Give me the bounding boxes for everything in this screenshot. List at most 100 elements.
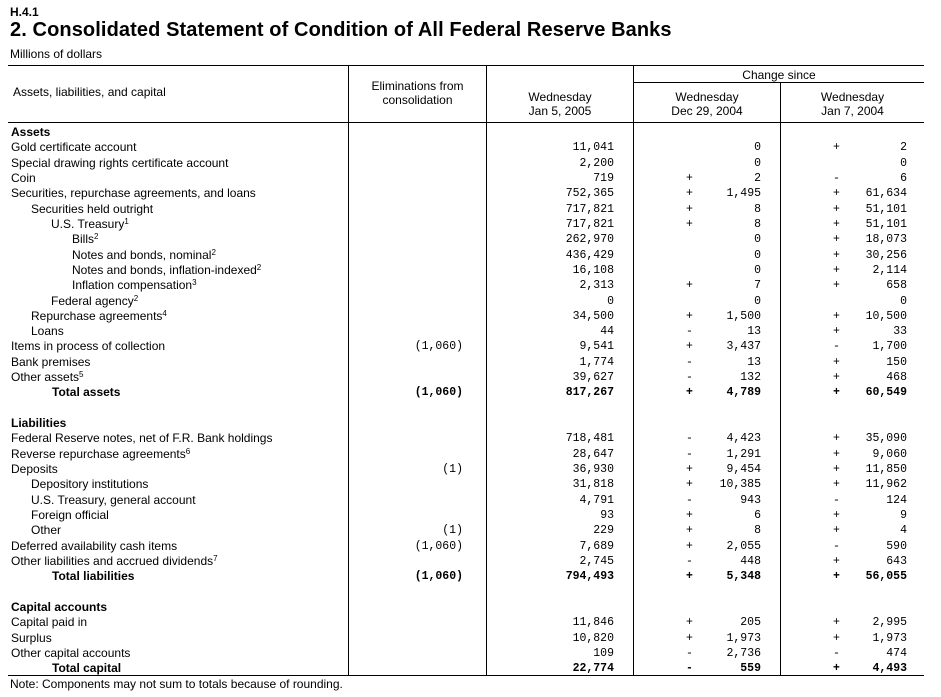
table-row: Liabilities [0, 416, 941, 431]
jan5-value: 109 [593, 646, 614, 660]
jan7-change: 2,995 [872, 616, 907, 630]
row-label: U.S. Treasury1 [51, 217, 129, 232]
dec29-sign: + [686, 616, 693, 630]
table-row: Surplus 10,820 +1,973 +1,973 [0, 631, 941, 646]
jan5-value: 794,493 [565, 570, 614, 584]
jan5-value: 2,200 [579, 156, 614, 170]
jan7-change: 1,973 [872, 631, 907, 645]
table-row: Deposits (1) 36,930 +9,454 +11,850 [0, 462, 941, 477]
jan5-value: 36,930 [572, 463, 614, 477]
row-label-text: Other liabilities and accrued dividends [11, 553, 214, 568]
row-label-text: Securities held outright [31, 201, 154, 216]
table-row: Securities, repurchase agreements, and l… [0, 186, 941, 201]
jan7-sign: + [833, 141, 840, 155]
dec29-change: 3,437 [726, 340, 761, 354]
row-label-text: Total liabilities [52, 569, 135, 584]
jan5-value: 39,627 [572, 371, 614, 385]
row-label: Liabilities [11, 416, 66, 431]
table-row: Items in process of collection (1,060) 9,5… [0, 339, 941, 354]
header-item: Assets, liabilities, and capital [13, 85, 166, 99]
dec29-change: 1,500 [726, 309, 761, 323]
jan7-sign: + [833, 325, 840, 339]
row-label: Total capital [52, 661, 121, 676]
row-label: Deposits [11, 462, 58, 477]
dec29-sign: + [686, 478, 693, 492]
jan7-change: 18,073 [865, 233, 907, 247]
dec29-change: 7 [754, 279, 761, 293]
table-row: Assets [0, 125, 941, 140]
dec29-change: 0 [754, 233, 761, 247]
jan5-value: 9,541 [579, 340, 614, 354]
row-label-text: Coin [11, 170, 36, 185]
jan5-value: 0 [607, 294, 614, 308]
jan5-value: 7,689 [579, 539, 614, 553]
eliminations-value: (1,060) [414, 340, 463, 354]
row-label: U.S. Treasury, general account [31, 493, 196, 508]
jan7-change: 56,055 [865, 570, 907, 584]
dec29-sign: - [686, 371, 693, 385]
jan5-value: 717,821 [565, 217, 614, 231]
jan7-sign: + [833, 371, 840, 385]
jan7-change: 4 [900, 524, 907, 538]
jan7-sign: + [833, 355, 840, 369]
jan5-value: 719 [593, 171, 614, 185]
table-row: U.S. Treasury1 717,821 +8 +51,101 [0, 217, 941, 232]
dec29-change: 8 [754, 524, 761, 538]
row-label-text: Bills [72, 232, 95, 247]
table-row: Total capital 22,774 - 559 +4,493 [0, 661, 941, 676]
row-label: Assets [11, 125, 50, 140]
footnote-marker: 6 [185, 446, 191, 456]
table-row: Capital accounts [0, 600, 941, 615]
dec29-change: 6 [754, 509, 761, 522]
dec29-sign: + [686, 570, 693, 584]
table-row: Repurchase agreements4 34,500 +1,500 +10,50… [0, 309, 941, 324]
jan7-sign: + [833, 432, 840, 446]
dec29-change: 4,789 [726, 386, 761, 400]
jan5-value: 22,774 [572, 662, 614, 676]
column-divider [780, 82, 781, 675]
table-row: Notes and bonds, inflation-indexed2 16,10… [0, 263, 941, 278]
row-label: Bills2 [72, 232, 98, 247]
jan5-value: 2,313 [579, 279, 614, 293]
header-jan5-2005: Wednesday Jan 5, 2005 [487, 90, 633, 118]
jan5-value: 229 [593, 524, 614, 538]
jan7-sign: + [833, 187, 840, 201]
dec29-change: 5,348 [726, 570, 761, 584]
jan7-sign: + [833, 217, 840, 231]
jan5-value: 44 [600, 325, 614, 339]
eliminations-value: (1) [442, 524, 463, 538]
row-label-text: Bank premises [11, 354, 91, 369]
row-label: Loans [31, 324, 64, 339]
table-row: Gold certificate account 11,041 0 +2 [0, 140, 941, 155]
header-jan7-line1: Wednesday [820, 90, 885, 104]
row-label-text: U.S. Treasury, general account [31, 492, 196, 507]
row-label-text: Other [31, 523, 62, 538]
dec29-change: 10,385 [719, 478, 761, 492]
dec29-sign: - [686, 447, 693, 461]
dec29-change: 2,055 [726, 539, 761, 553]
jan7-sign: + [833, 631, 840, 645]
row-label: Total liabilities [52, 569, 134, 584]
row-label-text: Repurchase agreements [31, 308, 163, 323]
dec29-sign: + [686, 539, 693, 553]
jan7-change: 61,634 [865, 187, 907, 201]
jan7-sign: - [833, 171, 840, 185]
eliminations-value: (1,060) [414, 539, 463, 553]
dec29-sign: - [686, 432, 693, 446]
jan7-sign: + [833, 386, 840, 400]
row-label: Special drawing rights certificate accou… [11, 156, 228, 171]
jan7-change: 643 [886, 554, 907, 568]
row-label-text: Special drawing rights certificate accou… [11, 155, 229, 170]
row-label-text: Loans [31, 324, 64, 339]
jan5-value: 11,846 [572, 616, 614, 630]
jan7-change: 0 [900, 294, 907, 308]
jan5-value: 752,365 [565, 187, 614, 201]
jan7-sign: + [833, 263, 840, 277]
header-dec29-line1: Wednesday [675, 90, 739, 104]
dec29-change: 0 [754, 294, 761, 308]
dec29-change: 559 [740, 662, 761, 676]
table-row: Inflation compensation3 2,313 +7 +658 [0, 278, 941, 293]
footnote-marker: 7 [213, 553, 218, 563]
row-label: Capital paid in [11, 615, 87, 630]
row-label: Federal Reserve notes, net of F.R. Bank … [11, 431, 272, 446]
